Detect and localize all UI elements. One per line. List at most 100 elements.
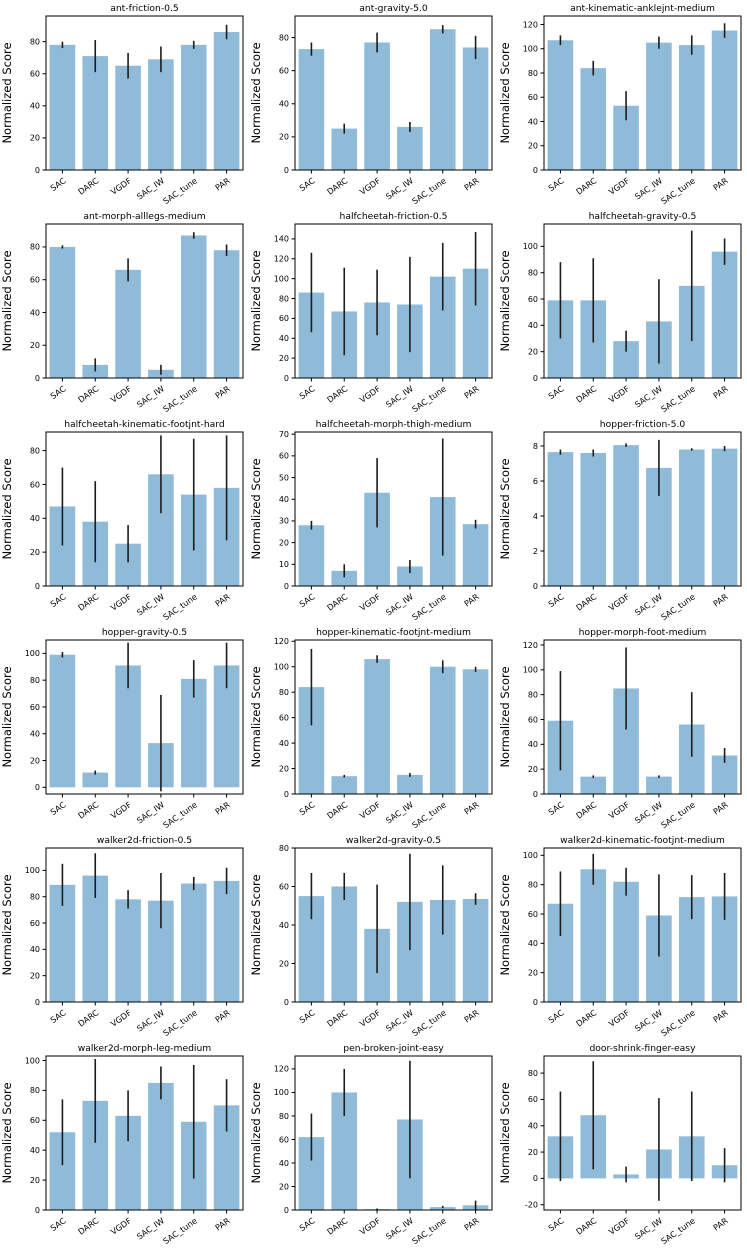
y-axis-label: Normalized Score — [249, 458, 263, 559]
y-tick-label: 20 — [30, 1176, 40, 1185]
plot-frame — [45, 223, 244, 379]
y-tick-label: 80 — [279, 33, 289, 42]
bar-PAR — [462, 524, 489, 586]
y-tick-label: 60 — [528, 295, 538, 304]
chart-svg: ant-gravity-5.0 Normalized Score 0 20 40 60 80… — [249, 3, 493, 206]
chart-walker2d-gravity-0.5: walker2d-gravity-0.5 Normalized Score 0 20 4… — [249, 832, 498, 1040]
y-tick-label: 40 — [528, 740, 538, 749]
y-tick-label: 40 — [528, 117, 538, 126]
y-tick-label: 8 — [533, 442, 538, 451]
y-axis-label: Normalized Score — [249, 250, 263, 351]
x-tick-label: DARC — [574, 1007, 599, 1028]
y-tick-label: 60 — [279, 1135, 289, 1144]
bar-SAC_tune — [678, 45, 705, 170]
bar-SAC_IW — [148, 59, 174, 170]
x-tick-label: PAR — [711, 591, 730, 608]
bar-VGDF — [364, 42, 390, 170]
chart-ant-gravity-5.0: ant-gravity-5.0 Normalized Score 0 20 40 60 80… — [249, 0, 498, 208]
x-tick-label: VGDF — [358, 799, 383, 821]
x-tick-label: SAC_tune — [659, 175, 697, 206]
x-tick-label: SAC_tune — [161, 175, 199, 206]
bar-SAC — [49, 654, 76, 788]
y-tick-label: 0 — [284, 374, 289, 383]
bar-SAC_tune — [429, 1207, 456, 1210]
x-tick-label: SAC_tune — [659, 1215, 697, 1246]
x-tick-label: SAC_tune — [410, 175, 448, 206]
bar-DARC — [580, 68, 607, 170]
y-tick-label: 4 — [533, 512, 538, 521]
bar-PAR — [711, 30, 738, 171]
y-tick-label: 0 — [284, 166, 289, 175]
y-tick-label: 20 — [30, 134, 40, 143]
chart-hopper-friction-5.0: hopper-friction-5.0 Normalized Score 0 2 4 6 8… — [498, 416, 747, 624]
chart-hopper-morph-foot-medium: hopper-morph-foot-medium Normalized Score… — [498, 624, 747, 832]
y-axis-label: Normalized Score — [498, 1082, 512, 1183]
bar-SAC — [298, 49, 325, 170]
plot-frame — [294, 639, 493, 795]
bar-DARC — [331, 128, 358, 170]
y-tick-label: 80 — [30, 446, 40, 455]
plot-frame — [45, 847, 244, 1003]
x-tick-label: SAC — [546, 175, 566, 193]
chart-title: hopper-friction-5.0 — [600, 419, 686, 430]
y-tick-label: 20 — [30, 971, 40, 980]
plot-frame — [45, 15, 244, 171]
chart-hopper-kinematic-footjnt-medium: hopper-kinematic-footjnt-medium Normalize… — [249, 624, 498, 832]
x-tick-label: PAR — [711, 175, 730, 192]
chart-hopper-gravity-0.5: hopper-gravity-0.5 Normalized Score 0 20 40 6… — [0, 624, 249, 832]
bar-SAC_IW — [646, 42, 672, 170]
x-tick-label: DARC — [325, 591, 350, 612]
x-tick-label: VGDF — [358, 383, 383, 405]
chart-svg: hopper-morph-foot-medium Normalized Score… — [498, 627, 742, 830]
chart-halfcheetah-friction-0.5: halfcheetah-friction-0.5 Normalized Score… — [249, 208, 498, 416]
x-tick-label: SAC_tune — [659, 1007, 697, 1038]
x-tick-label: PAR — [711, 799, 730, 816]
chart-title: walker2d-kinematic-footjnt-medium — [560, 835, 725, 846]
y-tick-label: 40 — [528, 321, 538, 330]
y-tick-label: 20 — [30, 341, 40, 350]
y-axis-label: Normalized Score — [0, 666, 14, 767]
bar-DARC — [580, 453, 607, 586]
bar-SAC — [49, 44, 76, 170]
y-tick-label: 40 — [279, 1159, 289, 1168]
x-tick-label: SAC — [48, 1215, 68, 1233]
y-tick-label: 80 — [30, 1086, 40, 1095]
bar-PAR — [213, 880, 240, 1002]
bar-VGDF — [364, 659, 390, 794]
x-tick-label: VGDF — [607, 1007, 632, 1029]
y-axis-label: Normalized Score — [498, 874, 512, 975]
y-tick-label: 0 — [284, 582, 289, 591]
x-tick-label: PAR — [462, 1007, 481, 1024]
y-tick-label: 120 — [274, 1065, 289, 1074]
bar-SAC_tune — [180, 235, 207, 378]
x-tick-label: PAR — [213, 1007, 232, 1024]
x-tick-label: SAC — [546, 1215, 566, 1233]
y-tick-label: 6 — [533, 477, 538, 486]
y-tick-label: 80 — [528, 1069, 538, 1078]
bar-PAR — [462, 899, 489, 1002]
chart-title: ant-gravity-5.0 — [359, 3, 428, 14]
chart-halfcheetah-kinematic-footjnt-hard: halfcheetah-kinematic-footjnt-hard Normal… — [0, 416, 249, 624]
y-tick-label: 0 — [35, 783, 40, 792]
x-tick-label: SAC_tune — [659, 383, 697, 414]
x-tick-label: SAC — [297, 175, 317, 193]
x-tick-label: SAC — [48, 1007, 68, 1025]
y-tick-label: 80 — [528, 690, 538, 699]
bar-DARC — [82, 772, 109, 788]
x-tick-label: SAC_tune — [659, 591, 697, 622]
y-tick-label: 20 — [528, 347, 538, 356]
plot-frame — [294, 431, 493, 587]
y-tick-label: 80 — [30, 676, 40, 685]
bar-SAC — [49, 246, 76, 378]
y-tick-label: 100 — [523, 851, 538, 860]
chart-ant-friction-0.5: ant-friction-0.5 Normalized Score 0 20 40 60 8… — [0, 0, 249, 208]
y-tick-label: 40 — [30, 730, 40, 739]
x-tick-label: PAR — [213, 799, 232, 816]
y-tick-label: 60 — [30, 919, 40, 928]
y-tick-label: 100 — [274, 1088, 289, 1097]
x-tick-label: SAC — [48, 383, 68, 401]
y-tick-label: 0 — [533, 1174, 538, 1183]
bar-DARC — [580, 869, 607, 1002]
y-tick-label: 60 — [528, 715, 538, 724]
x-tick-label: DARC — [325, 799, 350, 820]
